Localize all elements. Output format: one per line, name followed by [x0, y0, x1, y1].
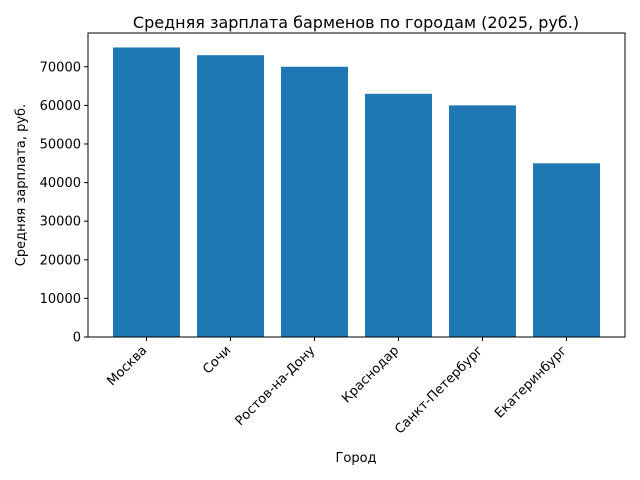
chart-title: Средняя зарплата барменов по городам (20…	[133, 13, 579, 32]
y-tick-label-4: 40000	[40, 176, 81, 191]
bar-5	[533, 163, 600, 337]
y-tick-label-6: 60000	[40, 99, 81, 114]
y-tick-label-5: 50000	[40, 137, 81, 152]
y-tick-label-2: 20000	[40, 253, 81, 268]
bar-3	[365, 93, 432, 337]
bar-1	[197, 55, 264, 337]
bar-2	[281, 66, 348, 338]
bar-0	[113, 47, 180, 337]
y-tick-label-3: 30000	[40, 215, 81, 230]
y-axis-ticks: 0 10000 20000 30000 40000 50000 60000 70000	[40, 60, 88, 346]
x-axis-label: Город	[335, 451, 376, 466]
y-tick-label-7: 70000	[40, 60, 81, 75]
y-tick-label-0: 0	[73, 331, 81, 346]
plot-frame	[87, 32, 626, 338]
y-tick-label-1: 10000	[40, 292, 81, 307]
bar-4	[449, 105, 516, 337]
y-axis-label: Средняя зарплата, руб.	[14, 104, 29, 266]
bars-group	[113, 47, 600, 338]
